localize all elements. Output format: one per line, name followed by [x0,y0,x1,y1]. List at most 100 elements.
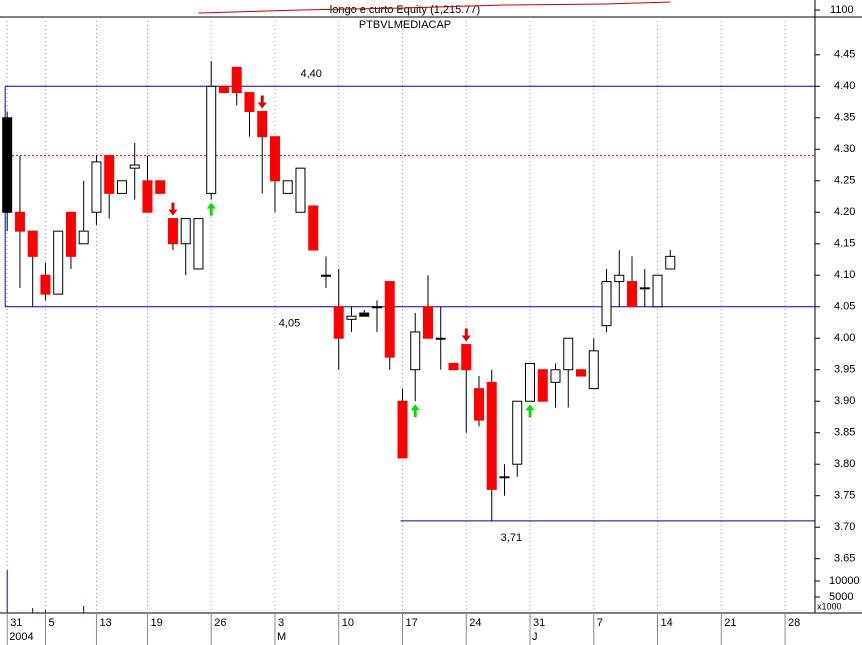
candle-body [422,306,433,339]
candle-body [346,315,357,320]
candle-body [486,381,497,490]
x-tick-label: 13 [99,617,111,629]
candle-body [614,274,625,283]
candle-body [410,331,421,371]
x-tick-label: 28 [788,617,800,629]
x-tick-label: 31 [10,617,22,629]
candle-body [448,362,459,371]
candle-body [244,92,255,112]
candle-body [218,85,229,94]
x-tick-label: 10 [342,617,354,629]
candle-body [282,180,293,194]
chart-subtitle: PTBVLMEDIACAP [359,19,451,31]
y-tick-label: 3.95 [834,364,855,376]
candle-body [397,400,408,459]
candle-body [142,180,153,213]
candle-body [333,306,344,339]
level-label: 4,05 [279,318,300,330]
y-tick-label: 4.30 [834,143,855,155]
y-tick-label: 4.00 [834,332,855,344]
y-tick-label: 3.85 [834,427,855,439]
x-tick-label: 5 [48,617,54,629]
candle-body [371,306,382,309]
candle-body [563,337,574,371]
x-tick-label: 7 [597,617,603,629]
candle-body [525,362,536,402]
period-label: J [532,631,538,643]
candle-body [2,117,13,213]
volume-unit: x1000 [817,601,842,611]
x-tick-label: 14 [661,617,673,629]
period-label: M [277,631,286,643]
y-tick-label: 3.70 [834,521,855,533]
buy-arrow [410,404,420,418]
candle-body [27,230,38,257]
x-tick-label: 26 [214,617,226,629]
candle-body [384,281,395,358]
candle-body [473,388,484,421]
y-tick-label: 3.80 [834,458,855,470]
candle-body [91,161,102,213]
candle-body [665,255,676,270]
candle-body [435,337,446,340]
candle-body [652,274,663,308]
candle-body [588,350,599,390]
y-tick-label: 4.35 [834,112,855,124]
equity-line [198,1,671,14]
candle-body [155,180,166,194]
candle-body [180,218,191,245]
x-tick-label: 19 [150,617,162,629]
candle-body [14,211,25,232]
candle-body [295,167,306,213]
candle-body [129,164,140,169]
period-label: 2004 [9,631,33,643]
sell-arrow [461,328,471,342]
candle-body [601,281,612,327]
buy-arrow [525,404,535,418]
sell-arrow [257,95,267,109]
candle-body [104,155,115,194]
y-tick-label: 4.40 [834,80,855,92]
volume-tick-label: 10000 [829,575,860,587]
y-tick-label: 4.10 [834,269,855,281]
candle-body [550,369,561,383]
y-tick-label: 4.05 [834,301,855,313]
candle-body [53,230,64,295]
y-tick-label: 3.75 [834,490,855,502]
x-tick-label: 24 [469,617,481,629]
candle-body [576,369,587,377]
x-tick-label: 31 [533,617,545,629]
y-tick-label: 4.20 [834,206,855,218]
candle-body [257,110,268,138]
level-label: 3,71 [501,532,522,544]
candle-body [627,281,638,308]
candle-body [499,476,510,479]
candle-body [231,66,242,94]
candle-body [359,312,370,317]
candle-body [308,205,319,251]
candle-body [537,369,548,402]
x-tick-label: 3 [278,617,284,629]
candle-body [206,85,217,194]
candle-body [461,344,472,371]
candle-body [320,274,331,277]
candle-body [269,136,280,182]
y-tick-label: 3.90 [834,395,855,407]
x-tick-label: 21 [724,617,736,629]
y-tick-label: 4.25 [834,175,855,187]
candle-body [193,218,204,270]
volume-tick-label: 5000 [829,591,853,603]
chart-title: longo e curto Equity (1,215.77) [330,4,480,16]
level-label: 4,40 [300,68,321,80]
candle-body [167,218,178,245]
equity-tick-label: 1100 [830,4,854,16]
x-tick-label: 17 [405,617,417,629]
candle-body [116,180,127,194]
y-tick-label: 4.45 [834,49,855,61]
candle-body [78,230,89,245]
candle-body [40,274,51,295]
y-tick-label: 4.15 [834,238,855,250]
buy-arrow [206,202,216,216]
y-tick-label: 3.65 [834,553,855,565]
